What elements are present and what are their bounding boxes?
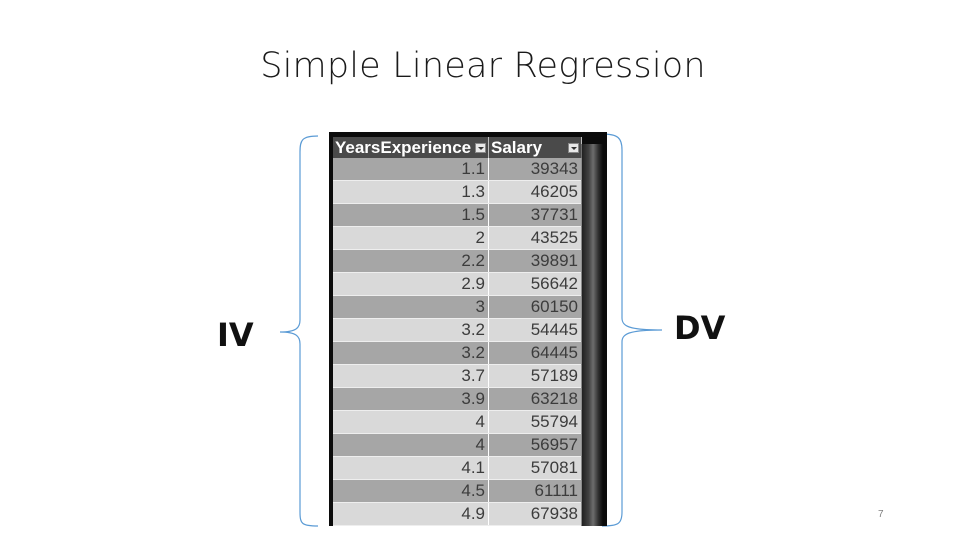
column-header-years-experience[interactable]: YearsExperience: [333, 137, 489, 158]
table-row: 3.9 63218: [333, 387, 582, 411]
cell-salary[interactable]: 63218: [488, 387, 582, 411]
table-row: 1.5 37731: [333, 203, 582, 227]
table-row: 4.1 57081: [333, 456, 582, 480]
table-body: 1.1 39343 1.3 46205 1.5 37731 2 43525 2.2 39891 2.…: [333, 158, 582, 526]
cell-salary[interactable]: 67938: [488, 502, 582, 526]
column-header-salary[interactable]: Salary: [488, 137, 582, 158]
cell-years-experience[interactable]: 4: [333, 433, 489, 457]
table-row: 4 55794: [333, 410, 582, 434]
column-header-label: Salary: [491, 137, 543, 157]
table-row: 3.2 64445: [333, 341, 582, 365]
iv-label: IV: [217, 316, 254, 354]
cell-years-experience[interactable]: 3.2: [333, 318, 489, 342]
right-curly-brace: [601, 132, 663, 528]
cell-salary[interactable]: 37731: [488, 203, 582, 227]
cell-salary[interactable]: 55794: [488, 410, 582, 434]
cell-years-experience[interactable]: 1.5: [333, 203, 489, 227]
table-row: 2.9 56642: [333, 272, 582, 296]
cell-years-experience[interactable]: 3.2: [333, 341, 489, 365]
slide-title: Simple Linear Regression: [260, 46, 706, 86]
table-row: 2.2 39891: [333, 249, 582, 273]
cell-salary[interactable]: 57189: [488, 364, 582, 388]
cell-years-experience[interactable]: 1.3: [333, 180, 489, 204]
table-header-row: YearsExperience Salary: [333, 137, 582, 158]
table-row: 3 60150: [333, 295, 582, 319]
cell-years-experience[interactable]: 2.2: [333, 249, 489, 273]
cell-years-experience[interactable]: 3: [333, 295, 489, 319]
cell-salary[interactable]: 46205: [488, 180, 582, 204]
cell-years-experience[interactable]: 2.9: [333, 272, 489, 296]
left-curly-brace: [276, 132, 319, 528]
cell-salary[interactable]: 56642: [488, 272, 582, 296]
data-table: YearsExperience Salary 1.1 39343 1.3 46205 1…: [333, 137, 582, 526]
cell-years-experience[interactable]: 4.5: [333, 479, 489, 503]
filter-dropdown-icon[interactable]: [568, 143, 579, 153]
table-row: 2 43525: [333, 226, 582, 250]
cell-years-experience[interactable]: 3.7: [333, 364, 489, 388]
table-row: 3.7 57189: [333, 364, 582, 388]
cell-years-experience[interactable]: 4: [333, 410, 489, 434]
cell-years-experience[interactable]: 1.1: [333, 158, 489, 181]
cell-salary[interactable]: 61111: [488, 479, 582, 503]
cell-years-experience[interactable]: 4.9: [333, 502, 489, 526]
table-row: 1.1 39343: [333, 158, 582, 181]
cell-salary[interactable]: 64445: [488, 341, 582, 365]
cell-salary[interactable]: 57081: [488, 456, 582, 480]
cell-salary[interactable]: 43525: [488, 226, 582, 250]
table-row: 4.9 67938: [333, 502, 582, 526]
cell-years-experience[interactable]: 3.9: [333, 387, 489, 411]
cell-salary[interactable]: 60150: [488, 295, 582, 319]
cell-years-experience[interactable]: 4.1: [333, 456, 489, 480]
filter-dropdown-icon[interactable]: [475, 143, 486, 153]
cell-salary[interactable]: 39343: [488, 158, 582, 181]
column-header-label: YearsExperience: [335, 137, 472, 157]
table-row: 4.5 61111: [333, 479, 582, 503]
page-number: 7: [878, 509, 884, 520]
table-row: 3.2 54445: [333, 318, 582, 342]
cell-years-experience[interactable]: 2: [333, 226, 489, 250]
data-table-screenshot: YearsExperience Salary 1.1 39343 1.3 46205 1…: [329, 132, 607, 526]
table-row: 1.3 46205: [333, 180, 582, 204]
cell-salary[interactable]: 56957: [488, 433, 582, 457]
cell-salary[interactable]: 39891: [488, 249, 582, 273]
cell-salary[interactable]: 54445: [488, 318, 582, 342]
table-row: 4 56957: [333, 433, 582, 457]
dv-label: DV: [674, 309, 726, 347]
